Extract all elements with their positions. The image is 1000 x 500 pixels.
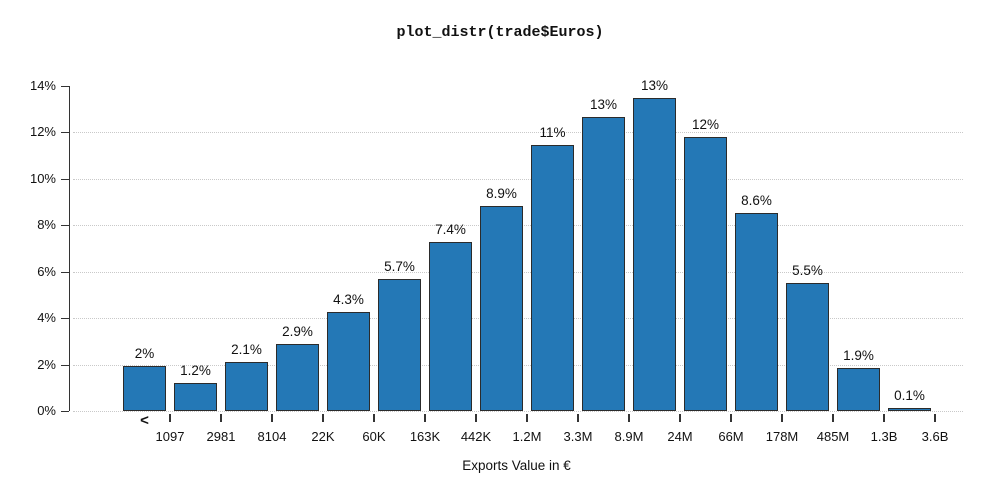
bar-value-label: 2.9% — [282, 323, 313, 339]
x-tick-label: 442K — [460, 429, 492, 444]
y-axis-tick — [61, 86, 69, 87]
less-than-marker: < — [140, 412, 149, 429]
x-axis-tick — [781, 414, 783, 422]
x-tick-label: 22K — [311, 429, 335, 444]
x-axis-tick — [220, 414, 222, 422]
y-tick-label: 2% — [37, 356, 56, 372]
x-tick-label: 1.3B — [870, 429, 898, 444]
x-axis-tick — [577, 414, 579, 422]
x-axis-tick — [526, 414, 528, 422]
x-tick-label: 66M — [718, 429, 744, 444]
x-axis-tick — [730, 414, 732, 422]
x-tick-label: 2981 — [206, 429, 236, 444]
bar-value-label: 0.1% — [894, 387, 925, 403]
bar — [837, 368, 880, 411]
bar — [582, 117, 625, 411]
y-axis-line — [69, 86, 70, 411]
y-axis-tick — [61, 132, 69, 134]
x-tick-label: 3.3M — [563, 429, 593, 444]
y-axis-tick — [61, 364, 69, 366]
y-axis-tick — [61, 225, 69, 227]
x-axis-tick — [883, 414, 885, 422]
bar — [429, 241, 472, 411]
x-axis-tick — [271, 414, 273, 422]
x-tick-label: 485M — [816, 429, 850, 444]
y-tick-label: 0% — [37, 403, 56, 418]
bar-value-label: 1.9% — [843, 348, 874, 364]
x-axis-tick — [628, 414, 630, 422]
x-tick-label: 163K — [409, 429, 441, 444]
bar — [276, 343, 319, 411]
y-tick-label: 4% — [37, 310, 56, 326]
x-tick-label: 8.9M — [614, 429, 644, 444]
bar-value-label: 11% — [539, 125, 566, 141]
bar-value-label: 13% — [589, 97, 618, 113]
y-axis-tick — [61, 318, 69, 320]
x-axis-tick — [322, 414, 324, 422]
gridline — [73, 132, 963, 134]
gridline — [73, 178, 963, 180]
chart-title: plot_distr(trade$Euros) — [396, 24, 604, 41]
x-axis-tick — [373, 414, 375, 422]
x-tick-label: 1.2M — [512, 429, 542, 444]
x-tick-label: 8104 — [257, 429, 287, 444]
x-axis-tick — [424, 414, 426, 422]
bar-value-label: 8.9% — [486, 185, 517, 201]
y-axis-tick — [61, 178, 69, 180]
bar-value-label: 1.2% — [180, 363, 211, 379]
bar-value-label: 8.6% — [741, 192, 772, 208]
bar — [225, 362, 268, 411]
bar — [378, 278, 421, 411]
bar — [735, 212, 778, 411]
y-axis-tick — [61, 411, 69, 412]
bar-value-label: 4.3% — [333, 292, 364, 308]
plot-area: Exports Value in € 0% 2% 4% 6% 8% 10% 12% 14% 2%… — [30, 78, 963, 473]
bar-value-label: 13% — [640, 77, 669, 93]
bar — [123, 365, 166, 411]
y-tick-label: 6% — [37, 263, 56, 279]
x-tick-label: 178M — [765, 429, 799, 444]
y-tick-label: 14% — [29, 78, 56, 93]
x-tick-label: 3.6B — [921, 429, 949, 444]
gridline — [73, 411, 963, 412]
bar-value-label: 2% — [134, 345, 155, 361]
x-axis-tick — [169, 414, 171, 422]
x-axis-title: Exports Value in € — [462, 458, 571, 473]
x-axis-tick — [679, 414, 681, 422]
bar — [633, 97, 676, 411]
bar — [327, 312, 370, 411]
bar — [531, 145, 574, 411]
x-axis-tick — [475, 414, 477, 422]
bar-value-label: 2.1% — [231, 342, 262, 358]
x-tick-label: 24M — [667, 429, 693, 444]
bar-value-label: 12% — [691, 117, 720, 133]
bar-value-label: 5.7% — [384, 258, 415, 274]
bar — [786, 283, 829, 411]
y-tick-label: 8% — [37, 217, 56, 233]
bar — [888, 407, 931, 411]
y-tick-label: 10% — [29, 170, 56, 186]
x-tick-label: 1097 — [155, 429, 185, 444]
x-tick-label: 60K — [362, 429, 386, 444]
bar — [480, 205, 523, 411]
bar — [684, 137, 727, 411]
bar-value-label: 7.4% — [435, 221, 466, 237]
y-axis-tick — [61, 271, 69, 273]
x-axis-tick — [832, 414, 834, 422]
bar — [174, 383, 217, 411]
bar-value-label: 5.5% — [792, 263, 823, 279]
y-tick-label: 12% — [29, 124, 56, 140]
x-axis-tick — [934, 414, 936, 422]
